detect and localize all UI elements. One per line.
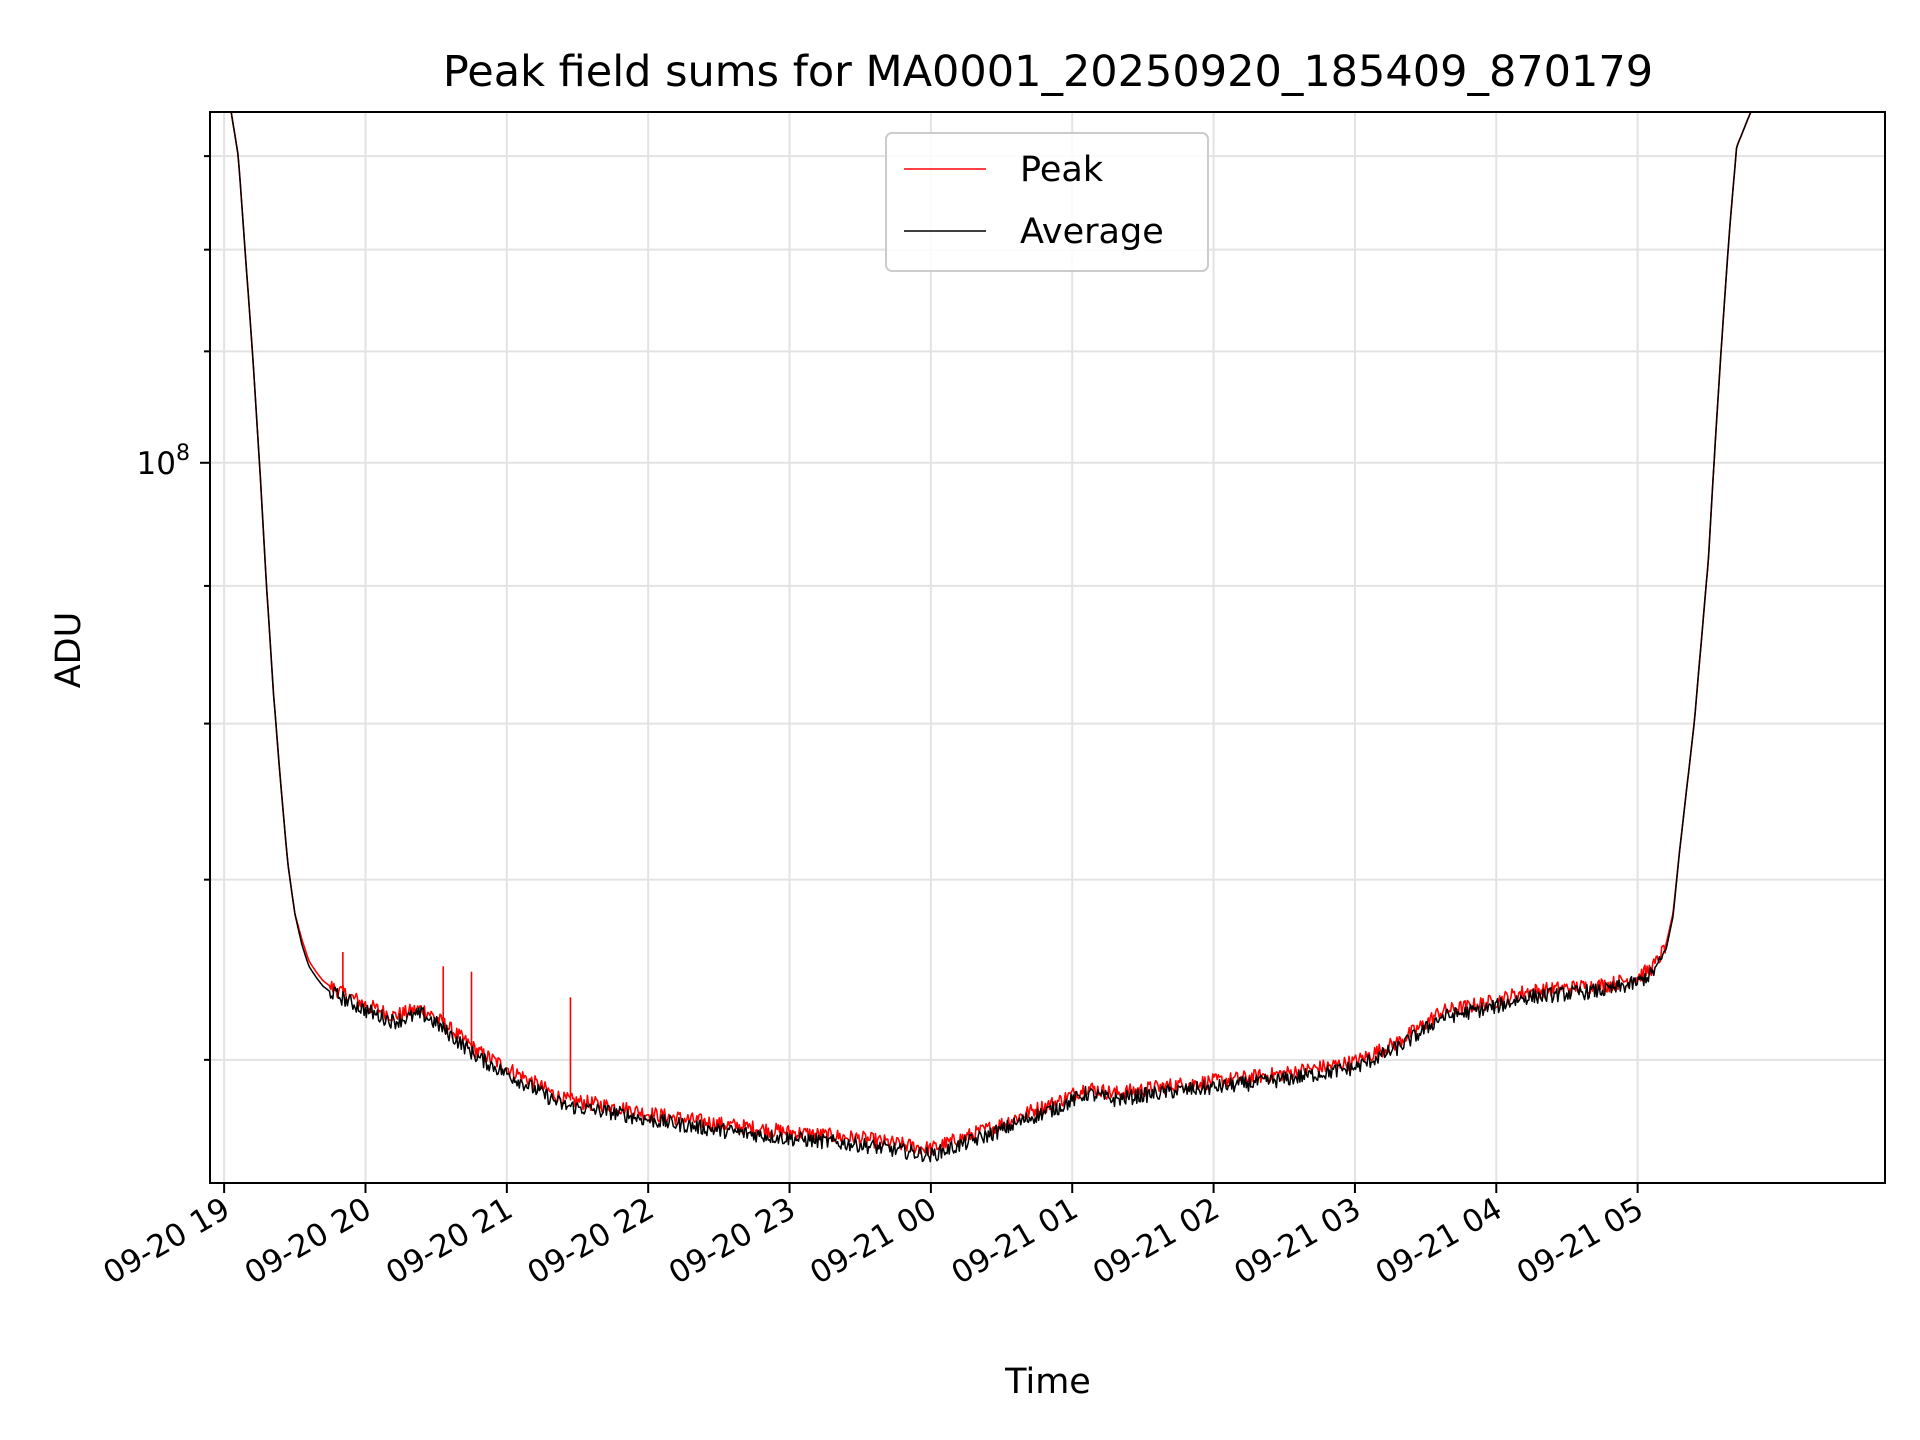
- x-tick-label: 09-20 20: [239, 1191, 378, 1292]
- x-tick-label: 09-20 19: [97, 1191, 236, 1292]
- x-axis-label: Time: [1004, 1362, 1091, 1402]
- chart-title: Peak field sums for MA0001_20250920_1854…: [443, 47, 1653, 97]
- series-line-average: [210, 111, 1885, 1163]
- legend: Peak Average: [885, 132, 1209, 272]
- x-tick-label: 09-20 21: [380, 1191, 519, 1292]
- y-tick-exponent: 8: [176, 441, 190, 466]
- plot-frame: [209, 111, 1886, 1184]
- x-tick-label: 09-21 03: [1228, 1191, 1367, 1292]
- x-tick-label: 09-21 05: [1511, 1191, 1650, 1292]
- x-tick-label: 09-21 02: [1087, 1191, 1226, 1292]
- x-tick-label: 09-21 00: [804, 1191, 943, 1292]
- y-tick-label: 108: [137, 441, 190, 482]
- legend-peak-label: Peak: [1020, 150, 1104, 190]
- y-tick-base: 10: [137, 446, 176, 482]
- legend-average-label: Average: [1020, 212, 1164, 252]
- x-tick-label: 09-20 23: [663, 1191, 802, 1292]
- legend-box: [885, 132, 1209, 272]
- x-tick-label: 09-20 22: [521, 1191, 660, 1292]
- grid: [210, 112, 1885, 1183]
- x-tick-label: 09-21 01: [946, 1191, 1085, 1292]
- plot-series: [210, 111, 1885, 1163]
- y-axis-label: ADU: [49, 612, 89, 689]
- x-tick-label: 09-21 04: [1370, 1191, 1509, 1292]
